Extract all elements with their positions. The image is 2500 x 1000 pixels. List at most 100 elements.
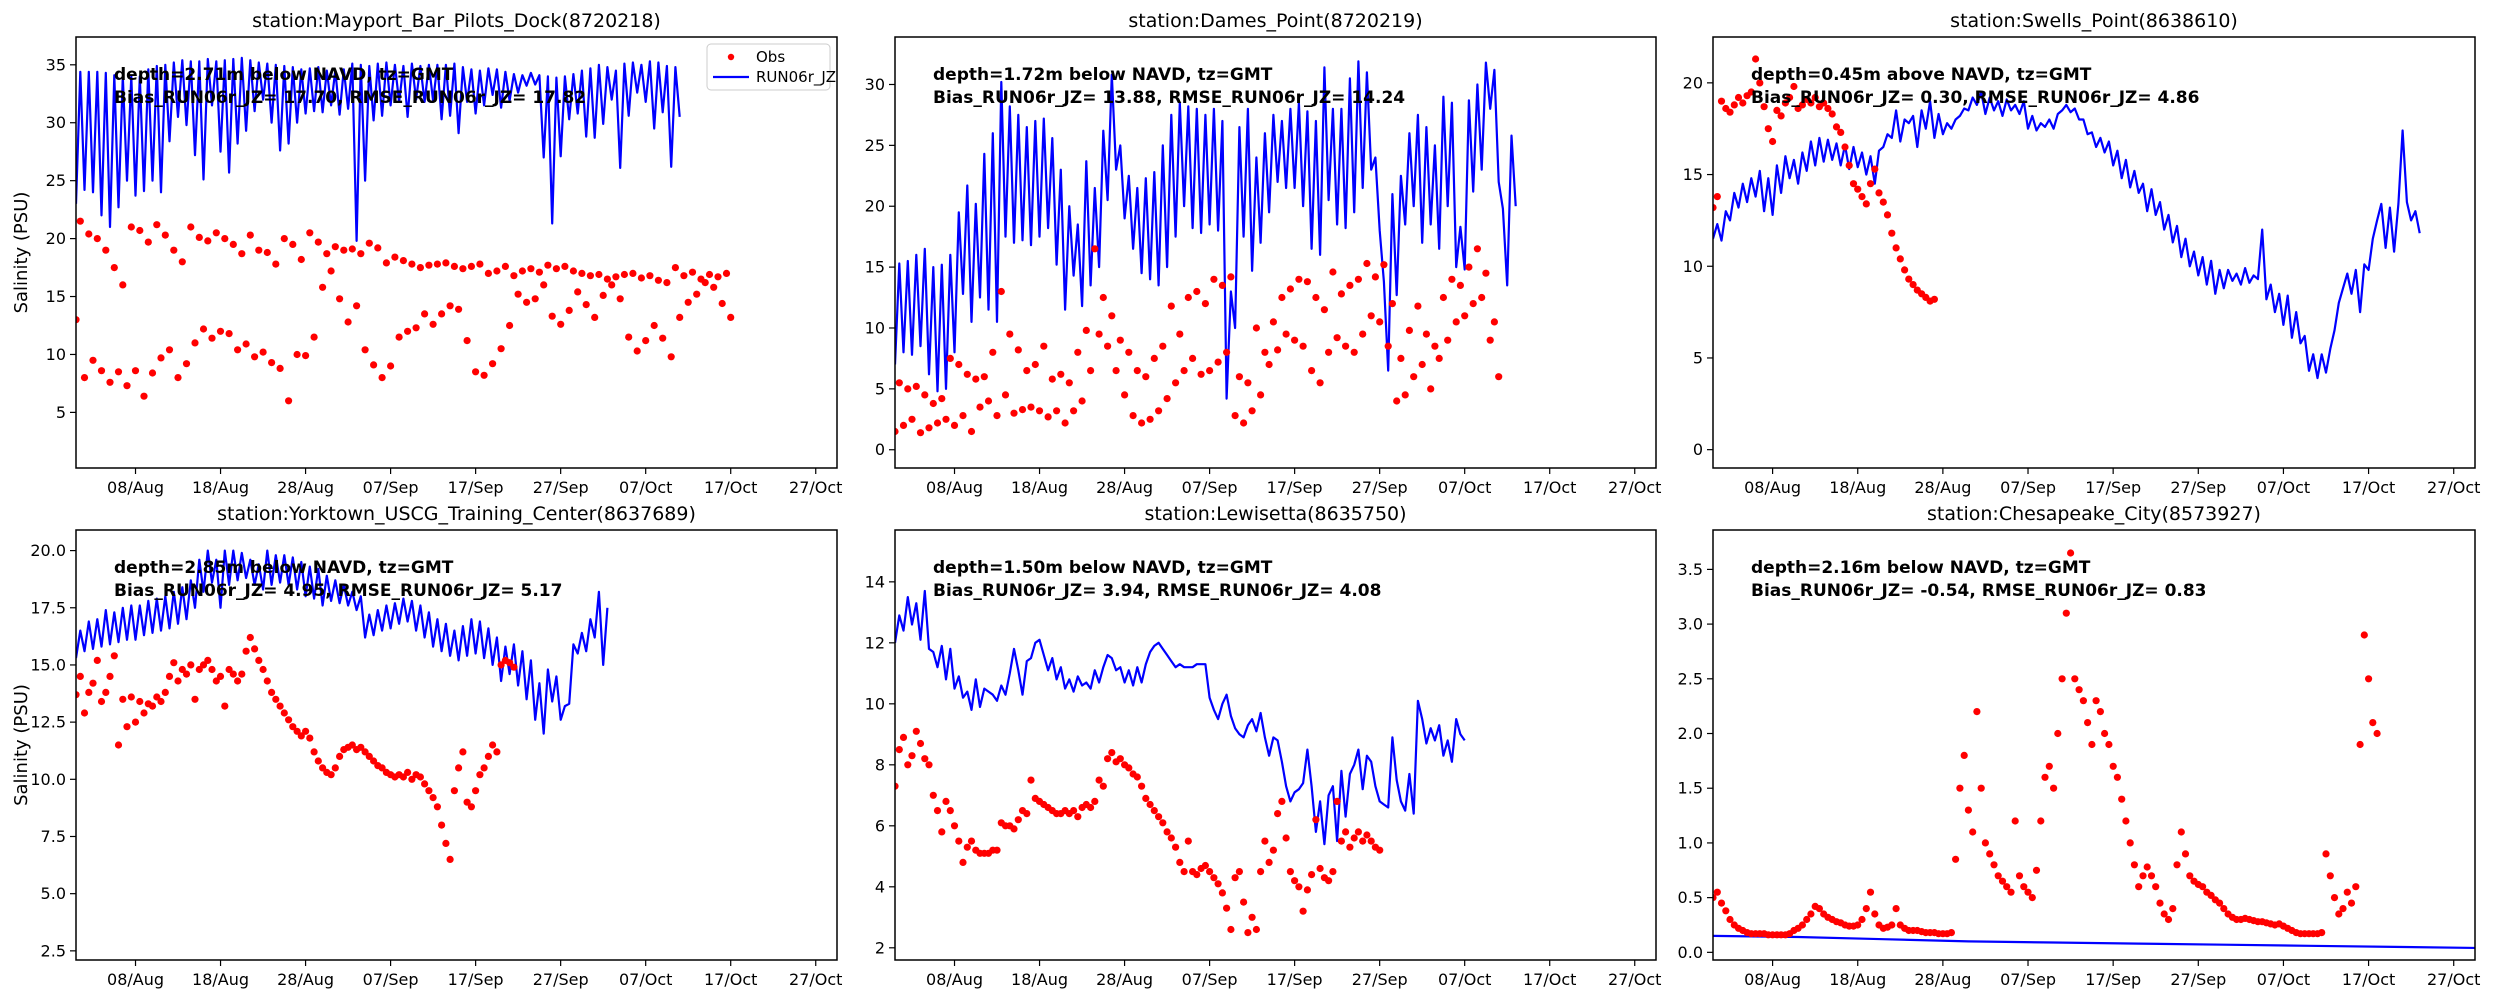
obs-point (140, 392, 148, 400)
obs-point (680, 272, 688, 280)
plot-area (1713, 549, 2475, 950)
obs-point (429, 320, 437, 328)
obs-point (595, 270, 603, 279)
obs-point (89, 356, 97, 364)
obs-point (2071, 675, 2079, 683)
obs-point (421, 310, 429, 318)
obs-point (2169, 905, 2177, 913)
obs-point (161, 231, 169, 239)
obs-point (535, 268, 544, 276)
obs-point (1790, 82, 1798, 91)
obs-point (489, 360, 497, 368)
obs-point (161, 688, 169, 697)
obs-point (1295, 883, 1303, 891)
obs-point (1969, 828, 1977, 836)
y-tick-label: 30 (865, 75, 885, 94)
obs-point (1269, 318, 1277, 326)
obs-point (89, 679, 97, 687)
obs-point (1040, 342, 1048, 350)
obs-point (1866, 180, 1875, 188)
y-tick-label: 10 (1683, 257, 1703, 276)
obs-point (1367, 312, 1375, 320)
obs-point (2220, 905, 2228, 913)
obs-point (1303, 886, 1311, 894)
obs-point (955, 837, 963, 845)
obs-point (472, 368, 480, 376)
obs-point (216, 327, 225, 335)
obs-point (1363, 831, 1371, 839)
obs-point (1960, 751, 1968, 760)
obs-point (1265, 360, 1273, 369)
obs-point (2075, 686, 2083, 694)
obs-point (895, 379, 903, 387)
obs-point (1764, 125, 1772, 133)
obs-point (552, 265, 561, 273)
y-tick-label: 0 (1693, 440, 1703, 459)
obs-point (1193, 287, 1201, 296)
obs-point (908, 752, 916, 760)
y-tick-label: 25 (46, 171, 66, 190)
obs-point (1095, 776, 1103, 784)
obs-point (938, 395, 946, 403)
obs-point (263, 677, 271, 685)
y-tick-label: 5 (56, 403, 66, 422)
obs-point (178, 258, 186, 266)
obs-point (416, 264, 424, 272)
obs-point (212, 229, 220, 237)
obs-point (1184, 293, 1192, 302)
y-tick-label: 20 (1683, 73, 1703, 92)
obs-point (365, 239, 373, 247)
obs-point (1354, 828, 1362, 836)
obs-point (1248, 407, 1256, 415)
obs-point (204, 656, 212, 665)
series-obs (895, 245, 1503, 437)
obs-point (1193, 871, 1201, 879)
obs-point (1490, 318, 1498, 326)
obs-point (1001, 391, 1010, 399)
obs-point (2105, 740, 2113, 749)
axes-frame (1712, 36, 2476, 469)
obs-point (425, 787, 433, 795)
obs-point (306, 734, 314, 742)
obs-point (676, 313, 684, 321)
obs-point (1726, 915, 1734, 924)
obs-point (174, 374, 182, 382)
y-tick-label: 15.0 (30, 655, 66, 674)
obs-point (1388, 300, 1396, 308)
obs-point (1854, 185, 1862, 193)
obs-point (1159, 819, 1167, 827)
obs-point (1116, 336, 1124, 344)
obs-point (2135, 883, 2143, 891)
obs-point (165, 672, 174, 681)
obs-point (899, 733, 908, 742)
obs-point (153, 693, 161, 701)
obs-point (2118, 795, 2126, 803)
obs-point (416, 773, 424, 781)
obs-point (2139, 872, 2147, 880)
obs-point (1384, 342, 1392, 350)
obs-point (989, 348, 997, 356)
y-tick-label: 2 (875, 938, 885, 957)
obs-point (191, 339, 199, 347)
obs-point (119, 281, 127, 289)
obs-point (997, 287, 1005, 296)
series-obs (76, 633, 518, 864)
obs-point (1397, 354, 1405, 362)
obs-point (97, 697, 106, 706)
obs-point (331, 243, 339, 251)
obs-point (285, 716, 293, 724)
x-tick-label: 07/Sep (1182, 478, 1238, 497)
obs-point (561, 262, 569, 270)
obs-point (433, 260, 441, 268)
obs-point (1163, 395, 1171, 403)
obs-point (1129, 412, 1137, 420)
obs-point (1431, 342, 1439, 350)
x-tick-label: 27/Sep (1352, 970, 1408, 989)
obs-point (1210, 275, 1218, 283)
y-tick-label: 20.0 (30, 541, 66, 560)
obs-point (2365, 675, 2373, 683)
obs-point (357, 250, 365, 258)
obs-point (578, 269, 586, 277)
obs-point (2088, 740, 2096, 749)
obs-point (899, 421, 908, 429)
